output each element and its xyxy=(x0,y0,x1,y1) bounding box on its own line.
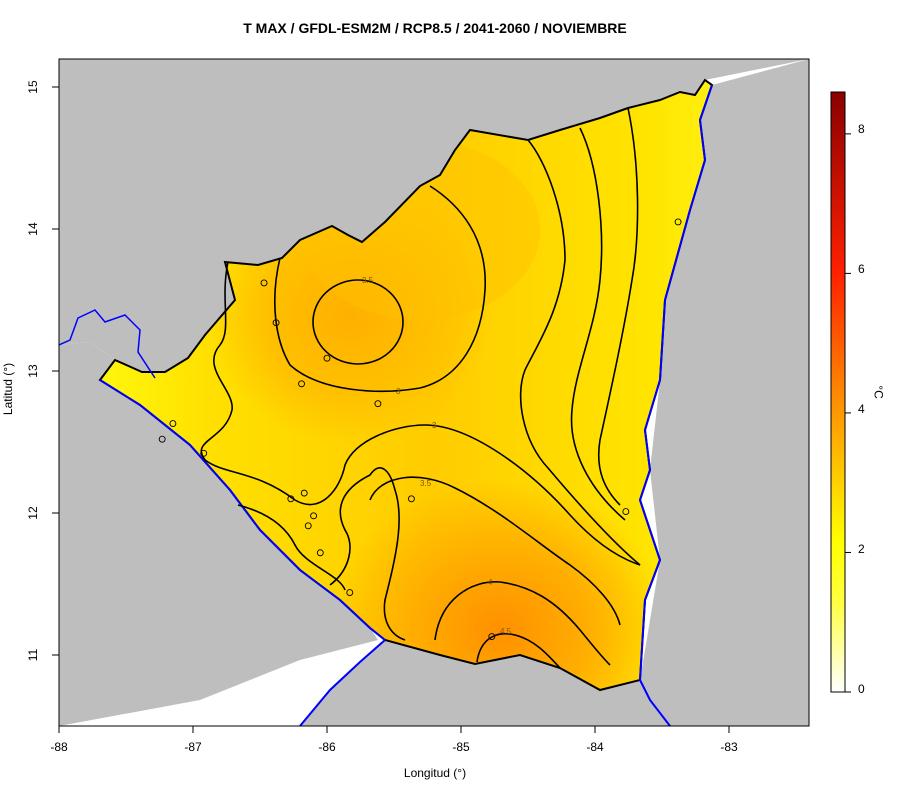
station-markers xyxy=(158,218,682,640)
station-marker xyxy=(346,589,354,596)
contour-west-1 xyxy=(200,261,296,501)
x-tick-label: -84 xyxy=(586,740,604,754)
colorbar-tick-label: 2 xyxy=(858,542,865,556)
station-marker xyxy=(674,218,682,226)
y-tick-label: 12 xyxy=(26,506,40,520)
y-tick-label: 15 xyxy=(26,80,40,94)
y-tick-label: 14 xyxy=(26,222,40,236)
caribbean-land xyxy=(640,59,809,726)
contour-east-1 xyxy=(519,139,641,566)
plot-frame xyxy=(58,58,810,727)
x-axis-label: Longitud (°) xyxy=(403,766,467,780)
contour-west-3 xyxy=(329,467,406,641)
station-marker xyxy=(298,380,305,388)
station-marker xyxy=(169,420,177,427)
contour-east-2 xyxy=(570,127,626,521)
contour-3-south xyxy=(294,424,641,566)
station-marker xyxy=(158,435,166,443)
hotspot-south xyxy=(330,480,670,690)
colorbar-tick-label: 0 xyxy=(858,682,865,696)
colorbar xyxy=(830,91,846,693)
station-marker xyxy=(200,449,208,457)
station-marker xyxy=(272,319,280,327)
contour-east-3 xyxy=(597,107,639,506)
contour-label-3.5-north: 3.5 xyxy=(362,276,374,285)
x-axis-ticks xyxy=(58,726,730,733)
contour-label-3-north: 3 xyxy=(396,387,401,396)
contour-4.5 xyxy=(476,633,561,669)
contour-4 xyxy=(434,581,611,666)
contour-west-2 xyxy=(237,504,346,591)
station-marker xyxy=(304,522,312,530)
station-marker xyxy=(287,495,295,503)
colorbar-unit: °C xyxy=(871,385,886,399)
caribbean-coastline xyxy=(638,84,713,681)
east-coastline xyxy=(639,679,671,726)
colorbar-tick-label: 8 xyxy=(858,122,865,136)
colorbar-tick-label: 4 xyxy=(858,402,865,416)
station-marker xyxy=(622,508,630,516)
pacific-coast-land xyxy=(59,342,378,726)
station-marker xyxy=(323,354,331,362)
x-tick-label: -88 xyxy=(50,740,68,754)
station-marker xyxy=(300,489,308,497)
contour-label-4: 4 xyxy=(488,578,493,587)
costa-rica-coastline xyxy=(299,639,386,726)
honduras-land xyxy=(59,59,809,372)
contour-lines xyxy=(200,107,641,669)
costa-rica-land xyxy=(300,640,670,726)
x-tick-label: -83 xyxy=(720,740,738,754)
contour-label-4.5: 4.5 xyxy=(500,627,512,636)
y-tick-label: 11 xyxy=(26,648,40,662)
lake-nicaragua-shore xyxy=(59,309,156,379)
station-marker xyxy=(316,549,324,557)
station-marker xyxy=(310,512,318,520)
contour-label-3-south: 3 xyxy=(432,421,437,430)
map-title: T MAX / GFDL-ESM2M / RCP8.5 / 2041-2060 … xyxy=(243,20,627,36)
contour-3.5-north xyxy=(312,279,404,365)
station-marker xyxy=(407,495,415,503)
y-axis-label: Latitud (°) xyxy=(1,362,15,416)
x-tick-label: -86 xyxy=(318,740,336,754)
contour-3.5-south xyxy=(369,476,621,626)
station-marker xyxy=(260,279,268,287)
station-marker xyxy=(374,400,382,408)
contour-3-north xyxy=(274,185,486,392)
colorbar-ticks xyxy=(845,133,851,693)
y-axis-ticks xyxy=(52,86,59,656)
pacific-coastline xyxy=(99,379,386,641)
colorbar-tick-label: 6 xyxy=(858,262,865,276)
x-tick-label: -87 xyxy=(184,740,202,754)
y-tick-label: 13 xyxy=(26,364,40,378)
x-tick-label: -85 xyxy=(452,740,470,754)
contour-label-3.5-south: 3.5 xyxy=(420,479,432,488)
station-marker xyxy=(488,633,496,640)
